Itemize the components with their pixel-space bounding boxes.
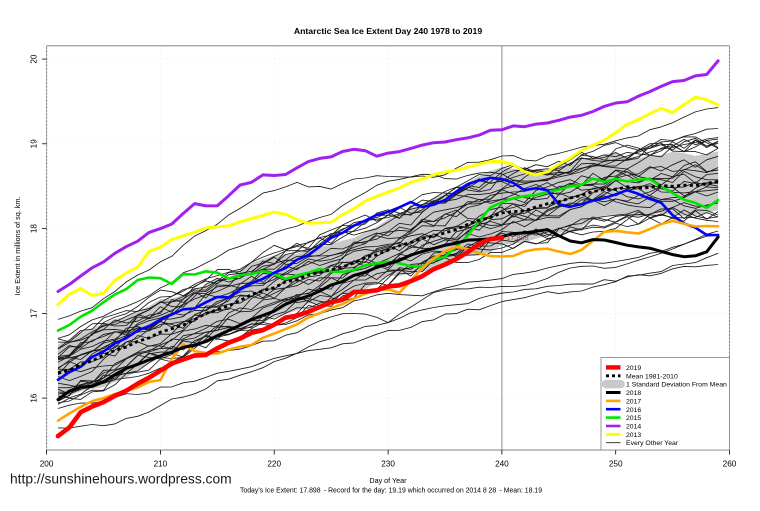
svg-text:http://sunshinehours.wordpress: http://sunshinehours.wordpress.com — [10, 472, 232, 487]
svg-text:1 Standard Deviation From Mean: 1 Standard Deviation From Mean — [626, 382, 727, 389]
svg-text:260: 260 — [723, 459, 737, 468]
svg-text:2016: 2016 — [626, 407, 641, 414]
svg-text:20: 20 — [30, 54, 39, 64]
svg-text:220: 220 — [267, 459, 281, 468]
svg-text:200: 200 — [40, 459, 54, 468]
svg-text:2018: 2018 — [626, 390, 641, 397]
svg-text:Day of Year: Day of Year — [369, 476, 407, 485]
svg-text:2019: 2019 — [626, 365, 641, 372]
svg-text:Every Other Year: Every Other Year — [626, 440, 679, 447]
svg-text:2015: 2015 — [626, 415, 641, 422]
svg-text:Antarctic Sea Ice Extent Day 2: Antarctic Sea Ice Extent Day 240 1978 to… — [294, 26, 483, 36]
svg-text:230: 230 — [381, 459, 395, 468]
svg-text:16: 16 — [30, 393, 39, 403]
svg-text:17.898: 17.898 — [506, 233, 528, 242]
svg-text:210: 210 — [154, 459, 168, 468]
svg-text:250: 250 — [609, 459, 623, 468]
svg-text:Ice Extent in millions of sq.: Ice Extent in millions of sq. km. — [13, 197, 22, 296]
svg-text:2017: 2017 — [626, 398, 641, 405]
svg-text:17: 17 — [30, 308, 39, 318]
svg-text:240: 240 — [495, 459, 509, 468]
svg-text:Today's Ice Extent: 17.898 -: Today's Ice Extent: 17.898 - Record for … — [240, 487, 542, 494]
svg-text:Mean 1981-2010: Mean 1981-2010 — [626, 373, 678, 380]
svg-text:2013: 2013 — [626, 432, 641, 439]
svg-text:2014: 2014 — [626, 424, 641, 431]
svg-text:18: 18 — [30, 224, 39, 234]
svg-text:19: 19 — [30, 139, 39, 149]
